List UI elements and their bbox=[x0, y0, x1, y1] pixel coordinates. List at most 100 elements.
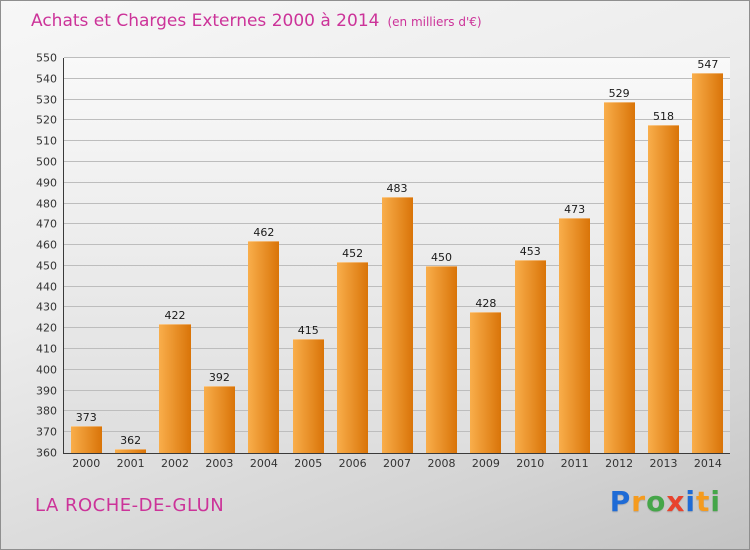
bar-value-label: 518 bbox=[652, 109, 674, 123]
bar-value-label: 415 bbox=[297, 323, 319, 337]
bar-group: 392 2003 bbox=[197, 58, 241, 470]
y-axis-tick-label: 530 bbox=[36, 93, 57, 107]
bar-value-label: 453 bbox=[519, 244, 541, 258]
bar-group: 529 2012 bbox=[597, 58, 641, 470]
x-axis-tick-label: 2001 bbox=[116, 457, 145, 470]
bar bbox=[203, 386, 235, 453]
bar-group: 373 2000 bbox=[64, 58, 108, 470]
location-label: LA ROCHE-DE-GLUN bbox=[35, 495, 225, 516]
gridline bbox=[64, 160, 730, 162]
logo-letter: x bbox=[666, 485, 686, 518]
y-axis-tick-label: 370 bbox=[36, 425, 57, 439]
bar bbox=[470, 311, 502, 453]
bar-group: 473 2011 bbox=[552, 58, 596, 470]
logo-letter: r bbox=[631, 485, 647, 518]
bar bbox=[692, 73, 724, 453]
bar bbox=[159, 324, 191, 453]
x-axis-tick-label: 2003 bbox=[205, 457, 234, 470]
bar-value-label: 452 bbox=[342, 246, 364, 260]
bar-value-label: 373 bbox=[75, 410, 97, 424]
bar-value-label: 462 bbox=[253, 225, 275, 239]
y-axis-tick-label: 450 bbox=[36, 259, 57, 273]
bar bbox=[248, 240, 280, 453]
y-axis-tick-label: 420 bbox=[36, 321, 57, 335]
bar bbox=[514, 259, 546, 453]
y-axis-tick-label: 460 bbox=[36, 238, 57, 252]
y-axis-tick-label: 490 bbox=[36, 176, 57, 190]
logo-letter: P bbox=[609, 485, 632, 518]
bar-group: 453 2010 bbox=[508, 58, 552, 470]
bar-group: 422 2002 bbox=[153, 58, 197, 470]
logo-letter: i bbox=[710, 485, 721, 518]
y-axis: 360 370 380 390 400 410 420 430 440 450 460 470 480 4… bbox=[15, 52, 57, 460]
y-axis-tick-label: 520 bbox=[36, 113, 57, 127]
bar bbox=[115, 448, 147, 453]
bar-value-label: 362 bbox=[120, 433, 142, 447]
y-axis-tick-label: 430 bbox=[36, 300, 57, 314]
x-axis-tick-label: 2004 bbox=[249, 457, 278, 470]
x-axis-tick-label: 2002 bbox=[161, 457, 190, 470]
y-axis-tick-label: 440 bbox=[36, 280, 57, 294]
y-axis-tick-label: 540 bbox=[36, 72, 57, 86]
gridline bbox=[64, 119, 730, 121]
y-axis-tick-label: 550 bbox=[36, 51, 57, 65]
gridline bbox=[64, 98, 730, 100]
chart-title: Achats et Charges Externes 2000 à 2014 bbox=[31, 11, 380, 31]
bar bbox=[603, 101, 635, 453]
x-axis-tick-label: 2012 bbox=[605, 457, 634, 470]
chart-subtitle: (en milliers d'€) bbox=[387, 15, 482, 29]
x-axis-tick-label: 2006 bbox=[338, 457, 367, 470]
bar-group: 415 2005 bbox=[286, 58, 330, 470]
x-axis-tick-label: 2008 bbox=[427, 457, 456, 470]
y-axis-tick-label: 380 bbox=[36, 404, 57, 418]
bar-value-label: 392 bbox=[208, 371, 230, 385]
bar-value-label: 473 bbox=[564, 203, 586, 217]
bar-group: 450 2008 bbox=[419, 58, 463, 470]
x-axis-tick-label: 2005 bbox=[294, 457, 323, 470]
y-axis-tick-label: 500 bbox=[36, 155, 57, 169]
gridline bbox=[64, 140, 730, 142]
bar-value-label: 483 bbox=[386, 182, 408, 196]
y-axis-tick-label: 470 bbox=[36, 217, 57, 231]
chart-title-block: Achats et Charges Externes 2000 à 2014 (e… bbox=[31, 11, 482, 31]
y-axis-tick-label: 400 bbox=[36, 363, 57, 377]
proxiti-logo[interactable]: Proxiti bbox=[610, 485, 721, 518]
bar-group: 518 2013 bbox=[641, 58, 685, 470]
y-axis-tick-label: 390 bbox=[36, 384, 57, 398]
bar-value-label: 529 bbox=[608, 86, 630, 100]
gridline bbox=[64, 181, 730, 183]
x-axis-tick-label: 2014 bbox=[693, 457, 722, 470]
bar-group: 547 2014 bbox=[686, 58, 730, 470]
bar-group: 483 2007 bbox=[375, 58, 419, 470]
y-axis-tick-label: 410 bbox=[36, 342, 57, 356]
x-axis-tick-label: 2010 bbox=[516, 457, 545, 470]
bar bbox=[337, 261, 369, 453]
bar bbox=[425, 265, 457, 453]
bar-group: 452 2006 bbox=[330, 58, 374, 470]
y-axis-tick-label: 480 bbox=[36, 197, 57, 211]
bars-row: 373 2000 362 2001 422 2002 392 2003 462 2004 415 20… bbox=[64, 58, 730, 470]
plot-area: 373 2000 362 2001 422 2002 392 2003 462 2004 415 20… bbox=[63, 57, 730, 470]
gridline bbox=[64, 77, 730, 79]
bar-group: 362 2001 bbox=[108, 58, 152, 470]
y-axis-tick-label: 510 bbox=[36, 134, 57, 148]
y-axis-tick-label: 360 bbox=[36, 446, 57, 460]
bar-group: 462 2004 bbox=[242, 58, 286, 470]
bar bbox=[70, 425, 102, 453]
logo-letter: o bbox=[646, 485, 667, 518]
x-axis-tick-label: 2013 bbox=[649, 457, 678, 470]
logo-letter: t bbox=[696, 485, 711, 518]
bar-value-label: 450 bbox=[430, 250, 452, 264]
x-axis-tick-label: 2007 bbox=[383, 457, 412, 470]
bar-value-label: 428 bbox=[475, 296, 497, 310]
bar bbox=[647, 124, 680, 453]
bar bbox=[381, 197, 413, 453]
bar-group: 428 2009 bbox=[464, 58, 508, 470]
bar bbox=[292, 338, 324, 453]
gridline bbox=[64, 57, 730, 58]
x-axis-tick-label: 2009 bbox=[471, 457, 500, 470]
logo-letter: i bbox=[685, 485, 696, 518]
bar-value-label: 547 bbox=[697, 58, 719, 71]
x-axis-tick-label: 2011 bbox=[560, 457, 589, 470]
